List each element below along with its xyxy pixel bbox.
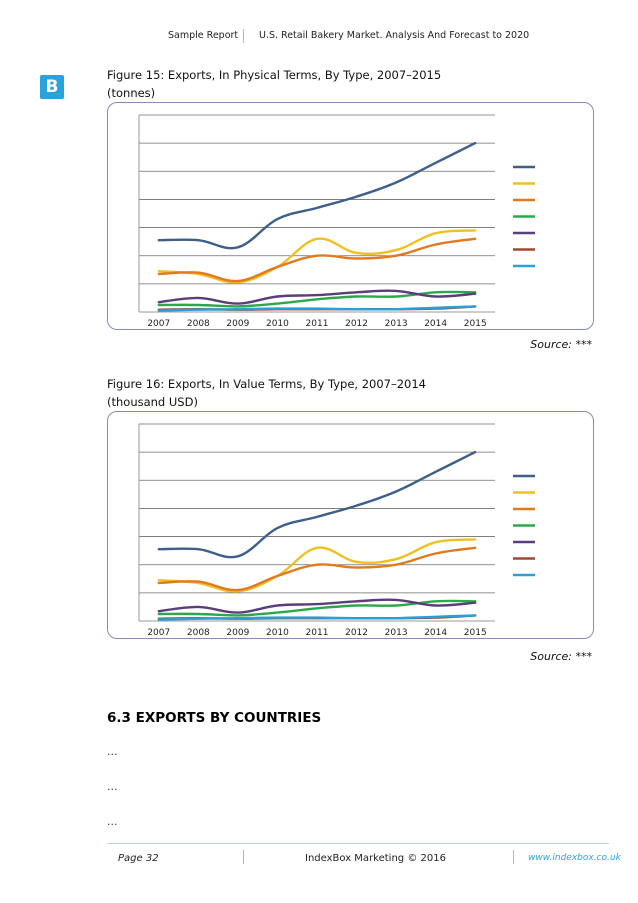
x-tick-label-2008: 2008 [187, 628, 210, 638]
series-line-3 [157, 546, 477, 592]
section-heading: 6.3 EXPORTS BY COUNTRIES [107, 710, 322, 726]
x-tick-label-2007: 2007 [147, 319, 170, 329]
x-tick-label-2014: 2014 [424, 628, 447, 638]
series-line-3 [157, 237, 477, 283]
x-tick-label-2011: 2011 [306, 319, 329, 329]
figure-15-title: Figure 15: Exports, In Physical Terms, B… [107, 68, 442, 82]
figure-16-chart: 2007 2008 2009 2010 2011 2012 2013 2014 2015 [107, 411, 594, 639]
x-tick-label-2012: 2012 [345, 628, 368, 638]
x-tick-label-2013: 2013 [385, 628, 408, 638]
footer-divider [107, 843, 609, 844]
header-left: Sample Report [168, 30, 239, 41]
x-tick-label-2012: 2012 [345, 319, 368, 329]
x-tick-label-2007: 2007 [147, 628, 170, 638]
placeholder-text-3: ... [107, 815, 118, 828]
x-tick-label-2010: 2010 [266, 628, 289, 638]
figure-15-svg: 2007 2008 2009 2010 2011 2012 2013 2014 2015 [138, 114, 535, 329]
series-line-2 [157, 229, 477, 284]
indexbox-logo: B [40, 75, 64, 99]
series-line-5 [157, 289, 477, 305]
figure-16-title: Figure 16: Exports, In Value Terms, By T… [107, 377, 426, 391]
figure-16-unit: (thousand USD) [107, 395, 198, 409]
header-separator [243, 29, 244, 43]
series-line-5 [157, 598, 477, 614]
series-line-4 [157, 290, 477, 308]
placeholder-text-2: ... [107, 780, 118, 793]
x-tick-label-2009: 2009 [226, 319, 249, 329]
series-line-2 [157, 538, 477, 593]
x-tick-label-2010: 2010 [266, 319, 289, 329]
header-right: U.S. Retail Bakery Market. Analysis And … [259, 30, 530, 41]
series-line-1 [157, 450, 477, 559]
x-tick-label-2015: 2015 [464, 319, 487, 329]
footer-website-link[interactable]: www.indexbox.co.uk [528, 853, 621, 863]
x-tick-label-2008: 2008 [187, 319, 210, 329]
footer-separator-1 [243, 850, 244, 864]
x-tick-label-2009: 2009 [226, 628, 249, 638]
figure-15-unit: (tonnes) [107, 86, 156, 100]
x-tick-label-2011: 2011 [306, 628, 329, 638]
figure-16-source: Source: *** [530, 650, 592, 663]
footer-page-number: Page 32 [118, 853, 159, 864]
series-line-7 [157, 305, 477, 312]
figure-15-source: Source: *** [530, 338, 592, 351]
x-tick-label-2013: 2013 [385, 319, 408, 329]
series-line-4 [157, 599, 477, 617]
footer-separator-2 [513, 850, 514, 864]
series-line-1 [157, 141, 477, 250]
footer-copyright: IndexBox Marketing © 2016 [305, 853, 446, 864]
series-line-7 [157, 614, 477, 621]
placeholder-text-1: ... [107, 745, 118, 758]
figure-15-chart: 2007 2008 2009 2010 2011 2012 2013 2014 2015 [107, 102, 594, 330]
figure-16-svg: 2007 2008 2009 2010 2011 2012 2013 2014 2015 [138, 423, 535, 638]
x-tick-label-2014: 2014 [424, 319, 447, 329]
x-tick-label-2015: 2015 [464, 628, 487, 638]
